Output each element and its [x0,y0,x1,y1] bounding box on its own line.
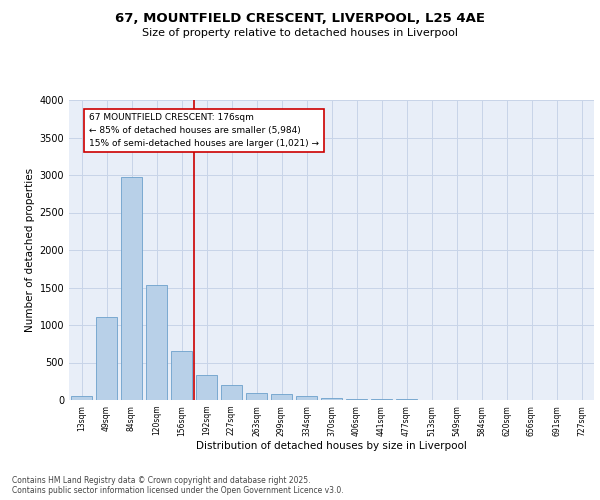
Bar [396,399,417,400]
Bar [121,178,142,400]
Bar [346,398,367,400]
Y-axis label: Number of detached properties: Number of detached properties [25,168,35,332]
Bar [171,351,192,400]
Bar [96,317,117,400]
Bar [71,396,92,400]
Bar [296,396,317,400]
Bar [146,285,167,400]
Bar [371,399,392,400]
Text: 67, MOUNTFIELD CRESCENT, LIVERPOOL, L25 4AE: 67, MOUNTFIELD CRESCENT, LIVERPOOL, L25 … [115,12,485,26]
Bar [271,394,292,400]
Bar [246,393,267,400]
Text: 67 MOUNTFIELD CRESCENT: 176sqm
← 85% of detached houses are smaller (5,984)
15% : 67 MOUNTFIELD CRESCENT: 176sqm ← 85% of … [89,114,319,148]
Bar [321,398,342,400]
Bar [221,386,242,400]
Text: Size of property relative to detached houses in Liverpool: Size of property relative to detached ho… [142,28,458,38]
X-axis label: Distribution of detached houses by size in Liverpool: Distribution of detached houses by size … [196,442,467,452]
Text: Contains HM Land Registry data © Crown copyright and database right 2025.
Contai: Contains HM Land Registry data © Crown c… [12,476,344,495]
Bar [196,375,217,400]
